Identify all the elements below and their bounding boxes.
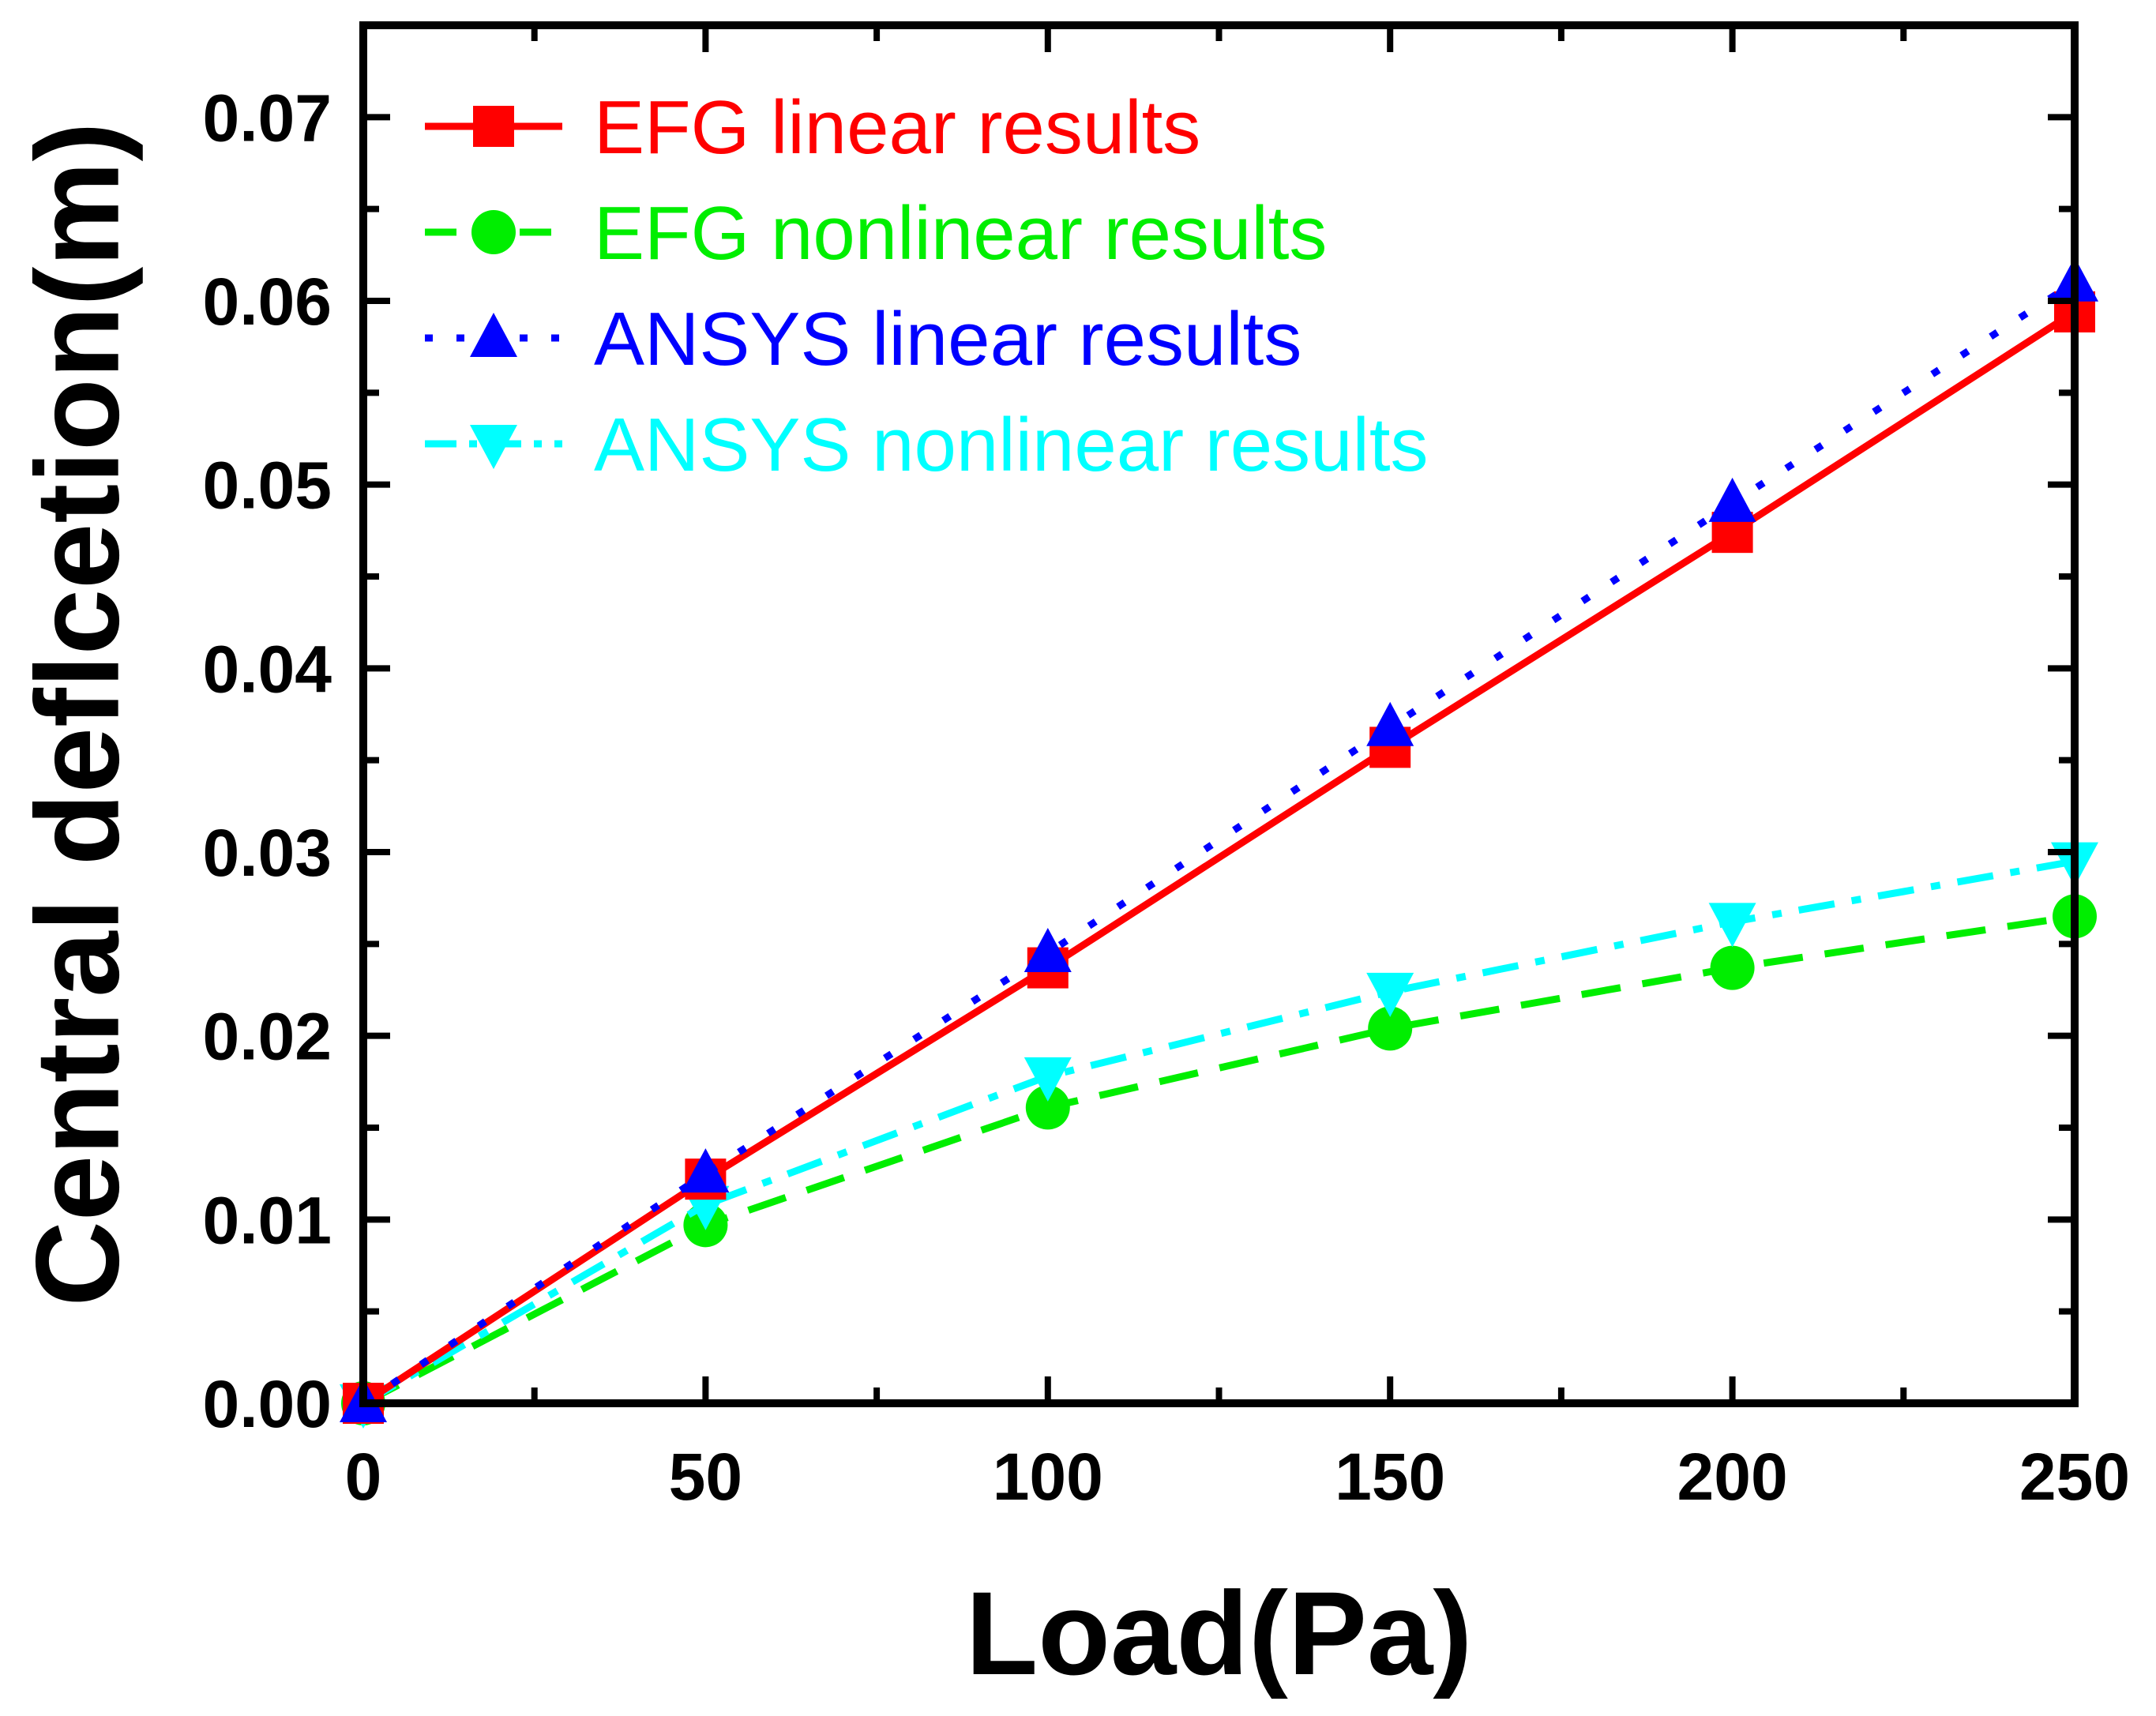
- legend-entry: ANSYS linear results: [425, 297, 1301, 381]
- x-tick-label: 150: [1335, 1440, 1445, 1514]
- data-point: [1024, 927, 1072, 972]
- legend-entry: EFG nonlinear results: [425, 191, 1327, 276]
- series-line: [361, 912, 2075, 1406]
- data-point: [1024, 1057, 1072, 1102]
- legend-marker: [470, 425, 517, 469]
- legend-entry: EFG linear results: [425, 85, 1200, 170]
- legend-marker: [471, 210, 516, 254]
- y-tick-label: 0.04: [203, 632, 332, 706]
- legend: EFG linear results EFG nonlinear results A…: [425, 85, 1429, 487]
- x-tick-label: 200: [1677, 1440, 1788, 1514]
- series-line: [361, 309, 2077, 1406]
- x-tick-label: 250: [2019, 1440, 2130, 1514]
- y-tick-label: 0.03: [203, 816, 332, 890]
- data-point: [1025, 1085, 1070, 1130]
- series-line: [361, 858, 2075, 1406]
- x-tick-label: 50: [669, 1440, 742, 1514]
- data-point: [1368, 1006, 1413, 1051]
- y-tick-label: 0.00: [203, 1367, 332, 1441]
- y-tick-label: 0.05: [203, 449, 332, 523]
- data-point: [1366, 701, 1414, 746]
- data-point: [1710, 945, 1755, 990]
- x-tick-label: 100: [993, 1440, 1103, 1514]
- axes-layer: 0 50 100 150 200 250 0.00 0.01 0.02 0.03 0.04 0.05 0…: [203, 25, 2130, 1514]
- series-line: [361, 279, 2077, 1406]
- legend-marker: [473, 106, 514, 147]
- y-tick-label: 0.01: [203, 1183, 332, 1257]
- y-axis-title: Central deflcetion(m): [11, 122, 144, 1306]
- legend-label: EFG linear results: [594, 85, 1200, 170]
- legend-entry: ANSYS nonlinear results: [425, 403, 1429, 487]
- legend-marker: [470, 313, 517, 357]
- data-point: [1366, 972, 1414, 1017]
- y-tick-label: 0.02: [203, 1000, 332, 1074]
- x-axis-title: Load(Pa): [966, 1567, 1473, 1699]
- legend-label: ANSYS linear results: [594, 297, 1301, 381]
- data-point: [682, 1148, 730, 1193]
- series-ansys-nonlinear-results: [340, 842, 2098, 1429]
- x-tick-label: 0: [345, 1440, 382, 1514]
- legend-label: EFG nonlinear results: [594, 191, 1327, 276]
- series-efg-nonlinear-results: [341, 894, 2097, 1425]
- y-tick-label: 0.07: [203, 81, 332, 155]
- legend-label: ANSYS nonlinear results: [594, 403, 1429, 487]
- data-point: [1708, 477, 1756, 522]
- data-point: [1708, 903, 1756, 948]
- y-tick-label: 0.06: [203, 265, 332, 339]
